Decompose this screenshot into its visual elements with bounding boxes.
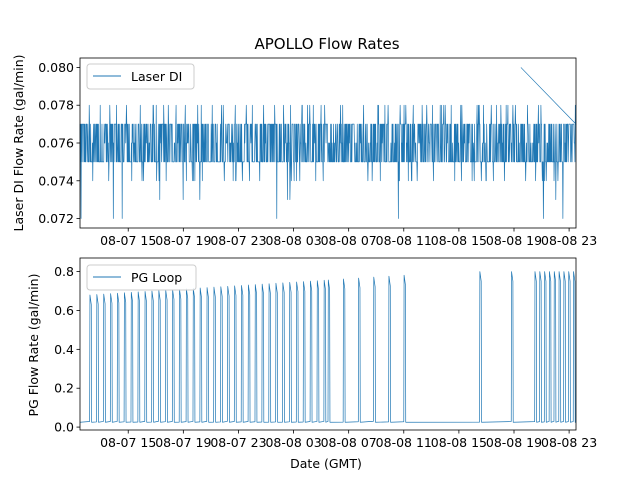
bottom-y-axis-label: PG Flow Rate (gal/min) — [26, 274, 41, 417]
y-tick-label: 0.8 — [54, 264, 74, 279]
x-tick-label: 08-08 23 — [541, 233, 597, 248]
y-tick-label: 0.072 — [38, 211, 74, 226]
y-tick-label: 0.4 — [54, 342, 74, 357]
x-tick-label: 08-08 15 — [431, 435, 487, 450]
top-legend-label: Laser DI — [131, 69, 182, 84]
y-tick-label: 0.0 — [54, 420, 74, 435]
y-tick-label: 0.080 — [38, 60, 74, 75]
y-tick-label: 0.078 — [38, 98, 74, 113]
series-line — [79, 271, 576, 423]
x-tick-label: 08-07 19 — [155, 233, 211, 248]
top-y-ticks: 0.072 0.074 0.076 0.078 0.080 — [38, 60, 80, 226]
x-tick-label: 08-08 03 — [265, 435, 321, 450]
x-tick-label: 08-08 03 — [265, 233, 321, 248]
top-y-axis-label: Laser DI Flow Rate (gal/min) — [11, 55, 26, 232]
laser-di-series — [79, 67, 577, 219]
bottom-axes-frame — [79, 257, 577, 431]
bottom-legend-label: PG Loop — [131, 270, 182, 285]
x-tick-label: 08-07 15 — [100, 233, 156, 248]
bottom-legend-box — [86, 264, 197, 291]
x-tick-label: 08-08 15 — [431, 233, 487, 248]
x-tick-label: 08-08 19 — [486, 233, 542, 248]
x-tick-label: 08-08 07 — [321, 435, 377, 450]
bottom-x-axis-label: Date (GMT) — [290, 456, 362, 471]
x-tick-label: 08-08 19 — [486, 435, 542, 450]
x-tick-label: 08-08 11 — [376, 233, 432, 248]
bottom-y-ticks: 0.0 0.2 0.4 0.6 0.8 — [54, 264, 80, 435]
x-tick-label: 08-07 23 — [210, 435, 266, 450]
pg-loop-series — [79, 271, 576, 423]
y-tick-label: 0.076 — [38, 136, 74, 151]
chart-title: APOLLO Flow Rates — [254, 35, 399, 53]
x-tick-label: 08-08 11 — [376, 435, 432, 450]
top-legend-box — [86, 63, 195, 90]
y-tick-label: 0.6 — [54, 303, 74, 318]
series-line — [79, 67, 577, 219]
x-tick-label: 08-07 19 — [155, 435, 211, 450]
x-tick-label: 08-08 23 — [541, 435, 597, 450]
y-tick-label: 0.2 — [54, 381, 74, 396]
top-legend: Laser DI — [86, 63, 195, 90]
bottom-legend: PG Loop — [86, 264, 197, 291]
y-tick-label: 0.074 — [38, 173, 74, 188]
x-tick-label: 08-07 23 — [210, 233, 266, 248]
x-tick-label: 08-08 07 — [321, 233, 377, 248]
x-tick-label: 08-07 15 — [100, 435, 156, 450]
